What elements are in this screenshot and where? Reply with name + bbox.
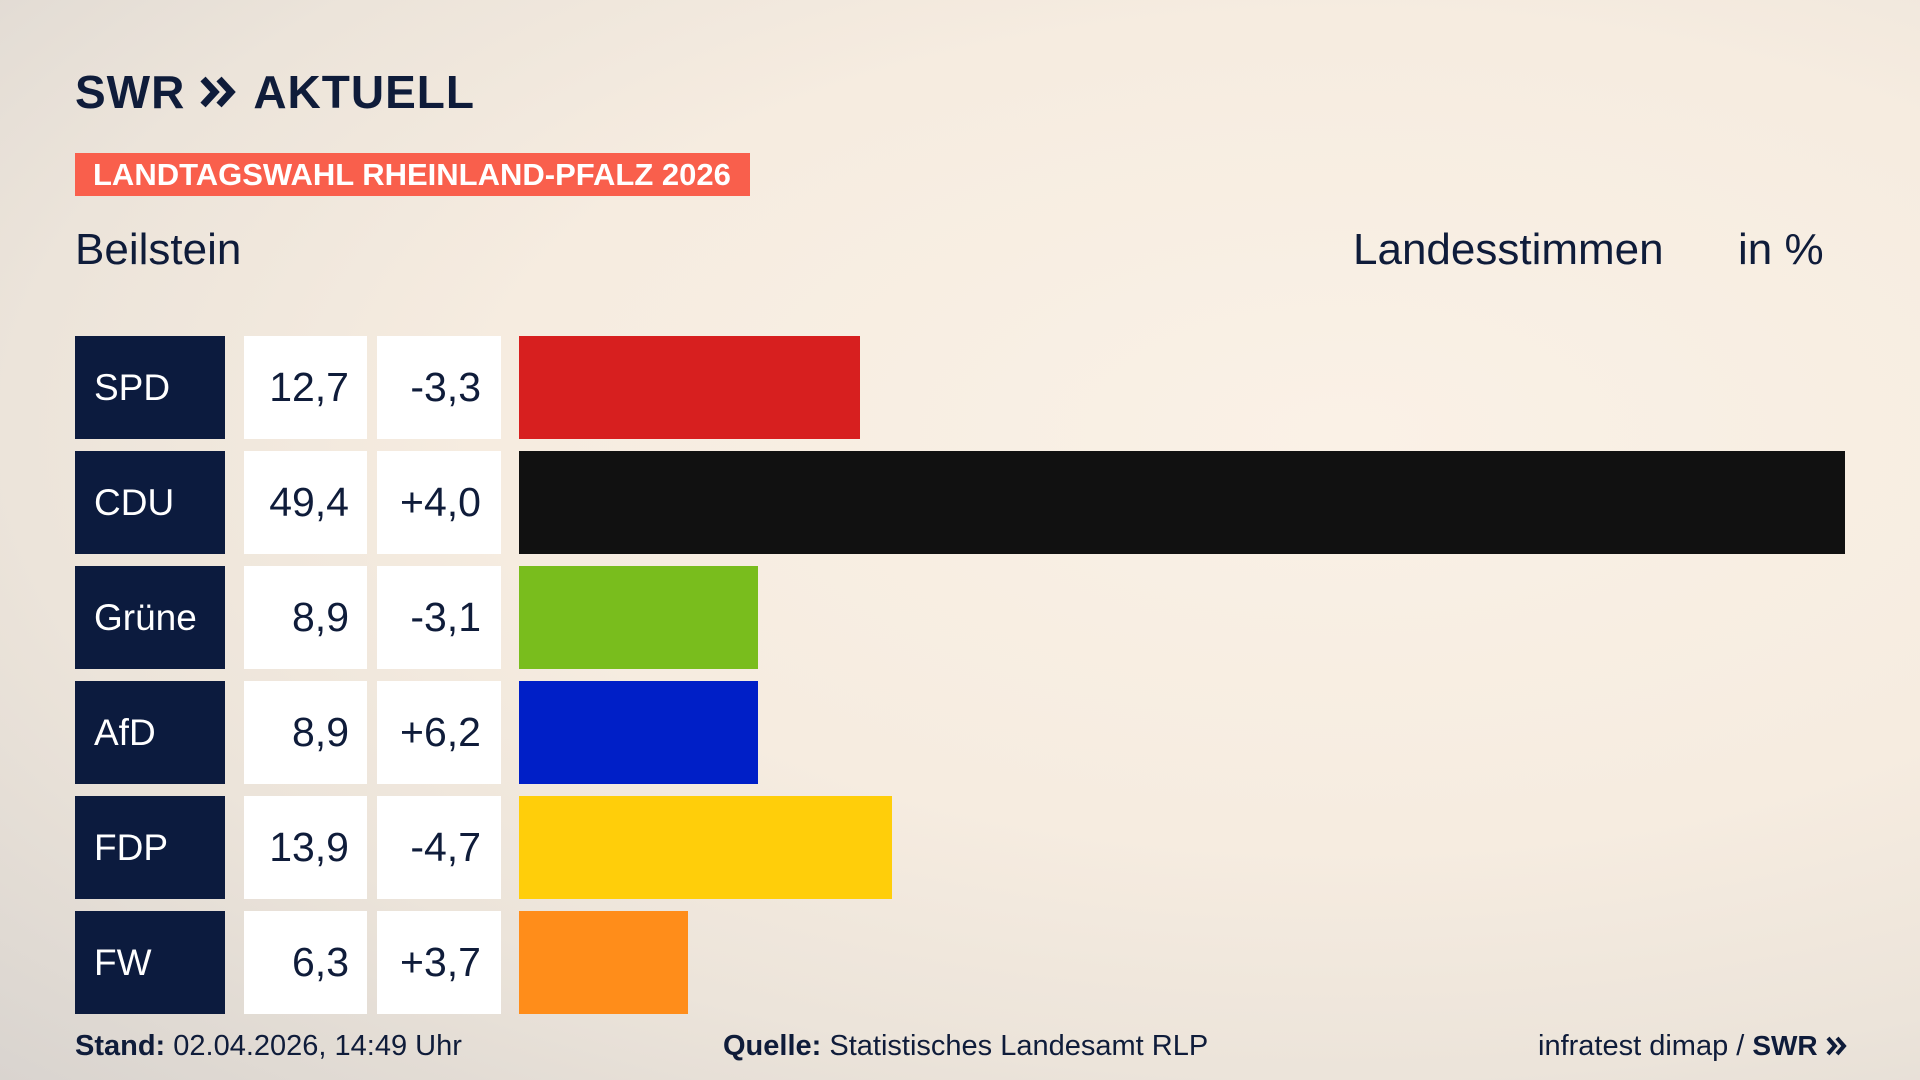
stand-label: Stand: xyxy=(75,1030,166,1062)
logo-swr-text: SWR xyxy=(75,66,186,118)
result-bar xyxy=(519,681,758,784)
change-label: -3,3 xyxy=(377,336,501,439)
vote-share-label: 6,3 xyxy=(244,911,367,1014)
result-bar xyxy=(519,796,892,899)
region-title: Beilstein xyxy=(75,225,242,274)
source-label: Quelle: xyxy=(723,1030,822,1062)
credit-swr-logo: SWR xyxy=(1752,1030,1818,1061)
unit-label: in % xyxy=(1738,225,1824,274)
logo-aktuell-text: AKTUELL xyxy=(253,66,475,118)
credit-text: infratest dimap / xyxy=(1538,1030,1745,1062)
party-label: FDP xyxy=(75,796,225,899)
change-label: +4,0 xyxy=(377,451,501,554)
vote-share-label: 8,9 xyxy=(244,681,367,784)
party-row: CDU 49,4 +4,0 xyxy=(75,451,1845,554)
party-label: Grüne xyxy=(75,566,225,669)
party-label: CDU xyxy=(75,451,225,554)
source-info: Quelle: Statistisches Landesamt RLP xyxy=(723,1028,1208,1064)
double-chevron-icon xyxy=(200,76,237,108)
party-row: FW 6,3 +3,7 xyxy=(75,911,1845,1014)
party-label: AfD xyxy=(75,681,225,784)
metric-label: Landesstimmen xyxy=(1353,225,1664,274)
party-label: SPD xyxy=(75,336,225,439)
party-row: FDP 13,9 -4,7 xyxy=(75,796,1845,899)
source-value: Statistisches Landesamt RLP xyxy=(829,1030,1209,1062)
party-row: Grüne 8,9 -3,1 xyxy=(75,566,1845,669)
result-bar xyxy=(519,566,758,669)
change-label: -4,7 xyxy=(377,796,501,899)
stand-value: 02.04.2026, 14:49 Uhr xyxy=(173,1030,462,1062)
result-bar xyxy=(519,911,688,1014)
vote-share-label: 49,4 xyxy=(244,451,367,554)
election-banner: LANDTAGSWAHL RHEINLAND-PFALZ 2026 xyxy=(75,153,750,196)
stand-info: Stand: 02.04.2026, 14:49 Uhr xyxy=(75,1028,462,1064)
party-label: FW xyxy=(75,911,225,1014)
vote-share-label: 13,9 xyxy=(244,796,367,899)
change-label: +6,2 xyxy=(377,681,501,784)
result-bar xyxy=(519,336,860,439)
swr-aktuell-logo: SWR AKTUELL xyxy=(75,68,475,116)
change-label: -3,1 xyxy=(377,566,501,669)
result-bar xyxy=(519,451,1845,554)
small-double-chevron-icon xyxy=(1826,1036,1847,1056)
party-row: AfD 8,9 +6,2 xyxy=(75,681,1845,784)
change-label: +3,7 xyxy=(377,911,501,1014)
credit-info: infratest dimap / SWR xyxy=(1538,1028,1848,1064)
vote-share-label: 8,9 xyxy=(244,566,367,669)
party-row: SPD 12,7 -3,3 xyxy=(75,336,1845,439)
vote-share-label: 12,7 xyxy=(244,336,367,439)
